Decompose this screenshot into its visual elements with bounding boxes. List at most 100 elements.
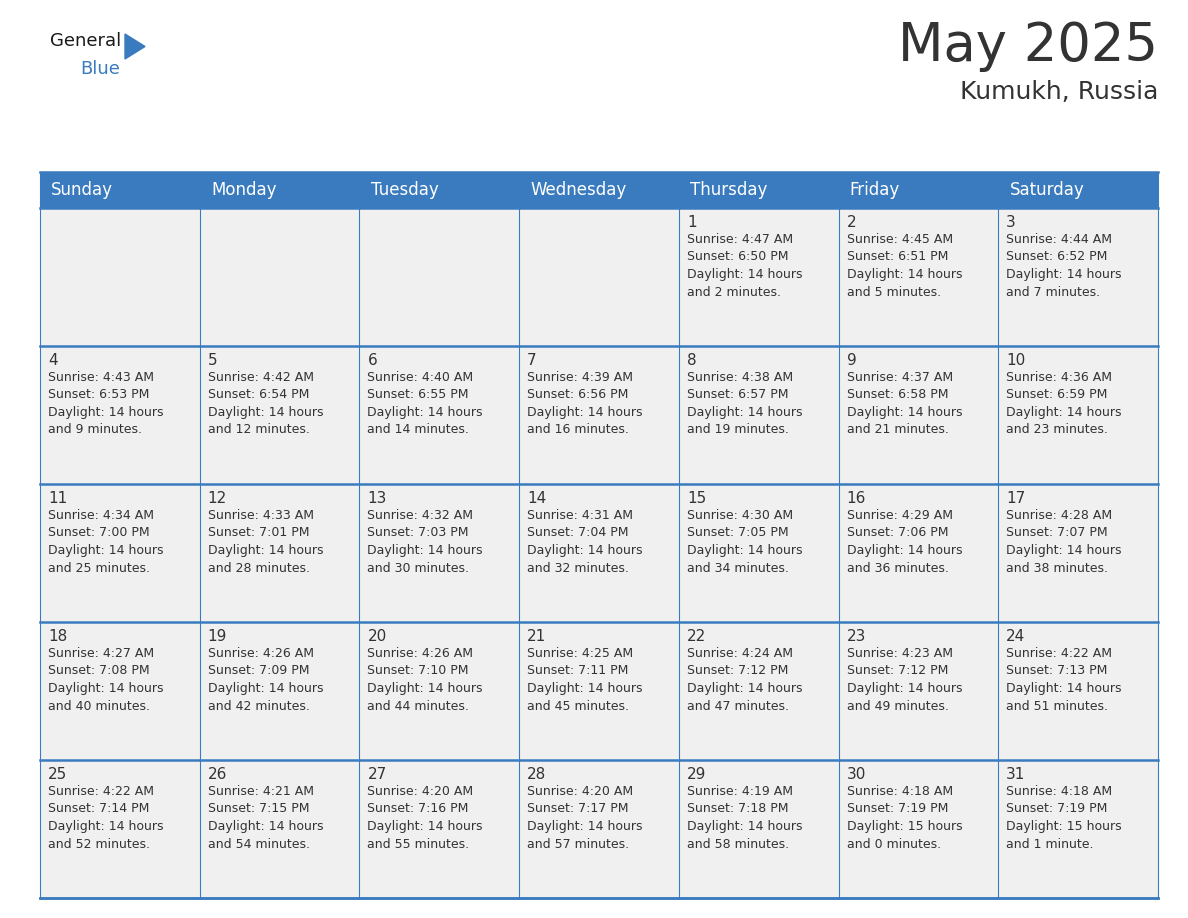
Bar (998, 172, 1158, 208)
Text: 3: 3 (1006, 215, 1016, 230)
Text: Sunrise: 4:40 AM
Sunset: 6:55 PM
Daylight: 14 hours
and 14 minutes.: Sunrise: 4:40 AM Sunset: 6:55 PM Dayligh… (367, 371, 484, 436)
Text: 8: 8 (687, 353, 696, 368)
Text: Sunrise: 4:20 AM
Sunset: 7:17 PM
Daylight: 14 hours
and 57 minutes.: Sunrise: 4:20 AM Sunset: 7:17 PM Dayligh… (527, 785, 643, 850)
Text: 17: 17 (1006, 491, 1025, 506)
Text: 27: 27 (367, 767, 386, 782)
Bar (200, 760, 360, 898)
Bar (998, 484, 1158, 622)
Text: General: General (50, 32, 121, 50)
Bar (360, 622, 519, 760)
Text: Wednesday: Wednesday (530, 181, 626, 199)
Text: Thursday: Thursday (690, 181, 767, 199)
Bar (40, 346, 200, 484)
Bar (360, 208, 519, 346)
Bar (998, 760, 1158, 898)
Bar (360, 484, 519, 622)
Text: 16: 16 (847, 491, 866, 506)
Text: Sunrise: 4:23 AM
Sunset: 7:12 PM
Daylight: 14 hours
and 49 minutes.: Sunrise: 4:23 AM Sunset: 7:12 PM Dayligh… (847, 647, 962, 712)
Text: 7: 7 (527, 353, 537, 368)
Bar (360, 760, 519, 898)
Bar (678, 622, 839, 760)
Text: 6: 6 (367, 353, 377, 368)
Bar (360, 346, 519, 484)
Bar (839, 346, 998, 484)
Bar (678, 346, 839, 484)
Text: Sunrise: 4:36 AM
Sunset: 6:59 PM
Daylight: 14 hours
and 23 minutes.: Sunrise: 4:36 AM Sunset: 6:59 PM Dayligh… (1006, 371, 1121, 436)
Text: May 2025: May 2025 (898, 20, 1158, 72)
Text: 9: 9 (847, 353, 857, 368)
Bar (519, 172, 678, 208)
Text: Sunrise: 4:27 AM
Sunset: 7:08 PM
Daylight: 14 hours
and 40 minutes.: Sunrise: 4:27 AM Sunset: 7:08 PM Dayligh… (48, 647, 164, 712)
Text: Saturday: Saturday (1010, 181, 1085, 199)
Text: 24: 24 (1006, 629, 1025, 644)
Text: Blue: Blue (80, 60, 120, 78)
Bar (40, 760, 200, 898)
Text: Sunrise: 4:43 AM
Sunset: 6:53 PM
Daylight: 14 hours
and 9 minutes.: Sunrise: 4:43 AM Sunset: 6:53 PM Dayligh… (48, 371, 164, 436)
Bar (40, 622, 200, 760)
Text: Sunrise: 4:31 AM
Sunset: 7:04 PM
Daylight: 14 hours
and 32 minutes.: Sunrise: 4:31 AM Sunset: 7:04 PM Dayligh… (527, 509, 643, 575)
Text: Sunrise: 4:37 AM
Sunset: 6:58 PM
Daylight: 14 hours
and 21 minutes.: Sunrise: 4:37 AM Sunset: 6:58 PM Dayligh… (847, 371, 962, 436)
Bar (40, 208, 200, 346)
Bar (678, 484, 839, 622)
Text: Sunrise: 4:24 AM
Sunset: 7:12 PM
Daylight: 14 hours
and 47 minutes.: Sunrise: 4:24 AM Sunset: 7:12 PM Dayligh… (687, 647, 802, 712)
Text: Sunrise: 4:28 AM
Sunset: 7:07 PM
Daylight: 14 hours
and 38 minutes.: Sunrise: 4:28 AM Sunset: 7:07 PM Dayligh… (1006, 509, 1121, 575)
Bar (998, 622, 1158, 760)
Text: 13: 13 (367, 491, 387, 506)
Text: 1: 1 (687, 215, 696, 230)
Text: Monday: Monday (211, 181, 277, 199)
Text: Sunrise: 4:47 AM
Sunset: 6:50 PM
Daylight: 14 hours
and 2 minutes.: Sunrise: 4:47 AM Sunset: 6:50 PM Dayligh… (687, 233, 802, 298)
Text: Sunrise: 4:25 AM
Sunset: 7:11 PM
Daylight: 14 hours
and 45 minutes.: Sunrise: 4:25 AM Sunset: 7:11 PM Dayligh… (527, 647, 643, 712)
Text: 18: 18 (48, 629, 68, 644)
Text: 26: 26 (208, 767, 227, 782)
Bar (200, 172, 360, 208)
Bar (839, 622, 998, 760)
Polygon shape (125, 34, 145, 59)
Bar (519, 346, 678, 484)
Bar (519, 484, 678, 622)
Text: 12: 12 (208, 491, 227, 506)
Text: Tuesday: Tuesday (371, 181, 438, 199)
Text: Sunrise: 4:21 AM
Sunset: 7:15 PM
Daylight: 14 hours
and 54 minutes.: Sunrise: 4:21 AM Sunset: 7:15 PM Dayligh… (208, 785, 323, 850)
Text: 29: 29 (687, 767, 706, 782)
Bar (678, 760, 839, 898)
Bar (200, 484, 360, 622)
Bar (839, 760, 998, 898)
Text: 23: 23 (847, 629, 866, 644)
Text: 22: 22 (687, 629, 706, 644)
Text: Sunrise: 4:30 AM
Sunset: 7:05 PM
Daylight: 14 hours
and 34 minutes.: Sunrise: 4:30 AM Sunset: 7:05 PM Dayligh… (687, 509, 802, 575)
Text: Sunrise: 4:45 AM
Sunset: 6:51 PM
Daylight: 14 hours
and 5 minutes.: Sunrise: 4:45 AM Sunset: 6:51 PM Dayligh… (847, 233, 962, 298)
Bar (998, 208, 1158, 346)
Text: 14: 14 (527, 491, 546, 506)
Bar (40, 172, 200, 208)
Text: 11: 11 (48, 491, 68, 506)
Bar (998, 346, 1158, 484)
Text: 20: 20 (367, 629, 386, 644)
Text: Sunrise: 4:20 AM
Sunset: 7:16 PM
Daylight: 14 hours
and 55 minutes.: Sunrise: 4:20 AM Sunset: 7:16 PM Dayligh… (367, 785, 484, 850)
Text: 30: 30 (847, 767, 866, 782)
Text: Sunrise: 4:18 AM
Sunset: 7:19 PM
Daylight: 15 hours
and 1 minute.: Sunrise: 4:18 AM Sunset: 7:19 PM Dayligh… (1006, 785, 1121, 850)
Bar (678, 172, 839, 208)
Text: Sunrise: 4:32 AM
Sunset: 7:03 PM
Daylight: 14 hours
and 30 minutes.: Sunrise: 4:32 AM Sunset: 7:03 PM Dayligh… (367, 509, 484, 575)
Text: Sunrise: 4:38 AM
Sunset: 6:57 PM
Daylight: 14 hours
and 19 minutes.: Sunrise: 4:38 AM Sunset: 6:57 PM Dayligh… (687, 371, 802, 436)
Text: 15: 15 (687, 491, 706, 506)
Text: Sunrise: 4:33 AM
Sunset: 7:01 PM
Daylight: 14 hours
and 28 minutes.: Sunrise: 4:33 AM Sunset: 7:01 PM Dayligh… (208, 509, 323, 575)
Text: 28: 28 (527, 767, 546, 782)
Bar (519, 760, 678, 898)
Bar (200, 622, 360, 760)
Text: 5: 5 (208, 353, 217, 368)
Text: 31: 31 (1006, 767, 1025, 782)
Bar (200, 346, 360, 484)
Bar (839, 172, 998, 208)
Text: Sunrise: 4:26 AM
Sunset: 7:09 PM
Daylight: 14 hours
and 42 minutes.: Sunrise: 4:26 AM Sunset: 7:09 PM Dayligh… (208, 647, 323, 712)
Text: Sunrise: 4:44 AM
Sunset: 6:52 PM
Daylight: 14 hours
and 7 minutes.: Sunrise: 4:44 AM Sunset: 6:52 PM Dayligh… (1006, 233, 1121, 298)
Text: Sunrise: 4:26 AM
Sunset: 7:10 PM
Daylight: 14 hours
and 44 minutes.: Sunrise: 4:26 AM Sunset: 7:10 PM Dayligh… (367, 647, 484, 712)
Bar (519, 622, 678, 760)
Text: Sunrise: 4:34 AM
Sunset: 7:00 PM
Daylight: 14 hours
and 25 minutes.: Sunrise: 4:34 AM Sunset: 7:00 PM Dayligh… (48, 509, 164, 575)
Bar (839, 208, 998, 346)
Text: Sunrise: 4:22 AM
Sunset: 7:14 PM
Daylight: 14 hours
and 52 minutes.: Sunrise: 4:22 AM Sunset: 7:14 PM Dayligh… (48, 785, 164, 850)
Text: 4: 4 (48, 353, 58, 368)
Bar (40, 484, 200, 622)
Bar (519, 208, 678, 346)
Bar (678, 208, 839, 346)
Text: 25: 25 (48, 767, 68, 782)
